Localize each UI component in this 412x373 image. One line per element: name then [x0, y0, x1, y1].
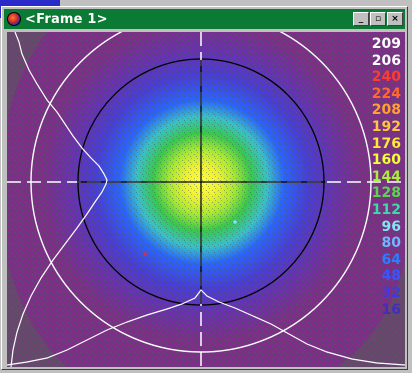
- scale-label: 224: [371, 85, 401, 102]
- stray-pixel-cyan: [233, 220, 237, 224]
- scale-label: 64: [381, 251, 401, 268]
- scale-label: 240: [371, 69, 401, 86]
- scale-label: 80: [381, 235, 401, 252]
- noise-texture: [7, 32, 405, 367]
- scale-label: 32: [381, 284, 401, 301]
- scale-label: 144: [371, 168, 401, 185]
- beam-image: [7, 32, 405, 367]
- scale-label: 160: [371, 152, 401, 169]
- window-titlebar[interactable]: <Frame 1> _ ▫ ×: [4, 9, 405, 29]
- minimize-button[interactable]: _: [353, 12, 369, 26]
- stray-pixel-red: [143, 252, 147, 256]
- beam-profile-view[interactable]: 209 206 240 224 208 192 176 160 144 128 112 96 80 64 4…: [7, 32, 405, 367]
- scale-label: 208: [371, 102, 401, 119]
- scale-label: 192: [371, 118, 401, 135]
- vertical-profile-curve: [10, 32, 108, 367]
- scale-label: 16: [381, 301, 401, 318]
- scale-label: 209: [371, 36, 401, 52]
- window-title: <Frame 1>: [25, 11, 108, 27]
- scale-label: 96: [381, 218, 401, 235]
- scale-label: 48: [381, 268, 401, 285]
- horizontal-profile-curve: [7, 289, 405, 366]
- scale-label: 128: [371, 185, 401, 202]
- intensity-scale: 209 206 240 224 208 192 176 160 144 128 112 96 80 64 4…: [372, 36, 401, 318]
- frame-window[interactable]: <Frame 1> _ ▫ ×: [1, 6, 408, 370]
- scale-label: 176: [371, 135, 401, 152]
- window-controls: _ ▫ ×: [352, 12, 403, 26]
- scale-label: 206: [371, 52, 401, 69]
- scale-label: 112: [371, 201, 401, 218]
- close-button[interactable]: ×: [387, 12, 403, 26]
- maximize-button[interactable]: ▫: [370, 12, 386, 26]
- app-logo-icon[interactable]: [7, 12, 21, 26]
